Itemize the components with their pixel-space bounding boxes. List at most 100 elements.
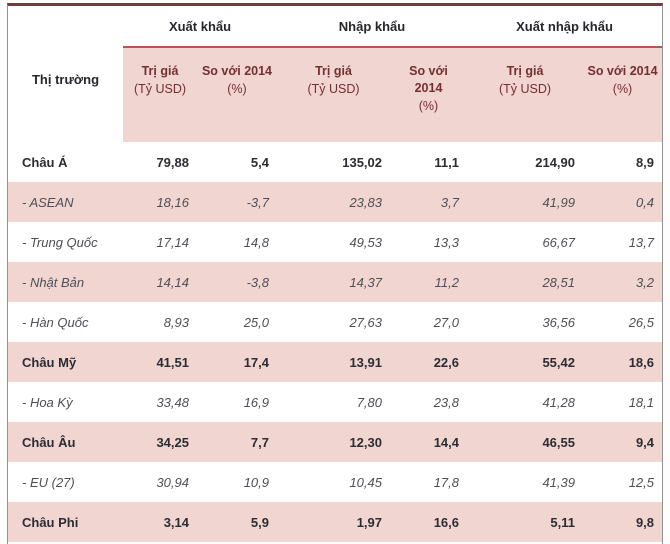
table-row: Châu Phi 3,14 5,9 1,97 16,6 5,11 9,8: [8, 502, 663, 542]
cell-value: 49,53: [277, 222, 390, 262]
row-label: Châu Đại Dương: [8, 542, 123, 544]
cell-value: 27,63: [277, 302, 390, 342]
cell-value: 3,33: [123, 542, 197, 544]
cell-value: 3,7: [390, 182, 467, 222]
cell-value: 22,6: [390, 342, 467, 382]
cell-value: 66,67: [467, 222, 583, 262]
cell-value: 3,2: [583, 262, 663, 302]
cell-value: 28,51: [467, 262, 583, 302]
table-row: - Nhật Bản 14,14 -3,8 14,37 11,2 28,51 3,2: [8, 262, 663, 302]
cell-value: 17,14: [123, 222, 197, 262]
cell-value: 10,9: [197, 462, 277, 502]
cell-value: 25,0: [197, 302, 277, 342]
cell-value: 5,11: [467, 502, 583, 542]
cell-value: 46,55: [467, 422, 583, 462]
cell-value: 12,30: [277, 422, 390, 462]
row-label: - Hoa Kỳ: [8, 382, 123, 422]
market-column-header: Thị trường: [8, 6, 123, 142]
cell-value: 14,8: [197, 222, 277, 262]
table-row: - Trung Quốc 17,14 14,8 49,53 13,3 66,67 13,7: [8, 222, 663, 262]
row-label: Châu Phi: [8, 502, 123, 542]
row-label: - Hàn Quốc: [8, 302, 123, 342]
cell-value: 0,4: [583, 182, 663, 222]
cell-value: 14,14: [123, 262, 197, 302]
row-label: Châu Âu: [8, 422, 123, 462]
cell-value: -3,8: [197, 262, 277, 302]
subheader-unit: (%): [418, 98, 439, 113]
table-row: - EU (27) 30,94 10,9 10,45 17,8 41,39 12,5: [8, 462, 663, 502]
cell-value: 55,42: [467, 342, 583, 382]
trade-statistics-table: Thị trường Xuất khẩu Nhập khẩu Xuất nhập…: [7, 3, 663, 544]
cell-value: 23,83: [277, 182, 390, 222]
cell-value: 13,91: [277, 342, 390, 382]
row-label: - EU (27): [8, 462, 123, 502]
row-label: - Nhật Bản: [8, 262, 123, 302]
subheader-export-value: Trị giá (Tỷ USD): [123, 46, 197, 142]
cell-value: 34,25: [123, 422, 197, 462]
cell-value: 9,4: [583, 422, 663, 462]
subheader-export-import-change: So với 2014 (%): [583, 46, 663, 142]
cell-value: 14,4: [390, 422, 467, 462]
cell-value: 5,9: [197, 502, 277, 542]
cell-value: 9,8: [583, 502, 663, 542]
subheader-unit: (Tỷ USD): [133, 81, 187, 96]
cell-value: 11,2: [390, 262, 467, 302]
table-row: Châu Đại Dương3,33-22,92,45-4,95,79-16,2: [8, 542, 663, 544]
subheader-import-value: Trị giá (Tỷ USD): [277, 46, 390, 142]
cell-value: 1,97: [277, 502, 390, 542]
data-table: Thị trường Xuất khẩu Nhập khẩu Xuất nhập…: [8, 6, 663, 544]
cell-value: 16,9: [197, 382, 277, 422]
subheader-label: Trị giá: [315, 64, 352, 78]
subheader-import-change: So với 2014 (%): [390, 46, 467, 142]
cell-value: 17,4: [197, 342, 277, 382]
cell-value: 18,1: [583, 382, 663, 422]
cell-value: 41,28: [467, 382, 583, 422]
subheader-export-change: So với 2014 (%): [197, 46, 277, 142]
cell-value: 41,99: [467, 182, 583, 222]
cell-value: 2,45: [277, 542, 390, 544]
cell-value: 23,8: [390, 382, 467, 422]
cell-value: 17,8: [390, 462, 467, 502]
cell-value: 135,02: [277, 142, 390, 182]
group-header-import: Nhập khẩu: [277, 6, 467, 47]
subheader-label: So với 2014: [201, 64, 273, 78]
cell-value: 18,6: [583, 342, 663, 382]
table-row: Châu Á 79,88 5,4 135,02 11,1 214,90 8,9: [8, 142, 663, 182]
cell-value: 26,5: [583, 302, 663, 342]
cell-value: 5,4: [197, 142, 277, 182]
subheader-export-import-value: Trị giá (Tỷ USD): [467, 46, 583, 142]
subheader-unit: (Tỷ USD): [498, 81, 552, 96]
column-group-header-row: Thị trường Xuất khẩu Nhập khẩu Xuất nhập…: [8, 6, 663, 142]
table-row: - Hàn Quốc 8,93 25,0 27,63 27,0 36,56 26,5: [8, 302, 663, 342]
cell-value: 11,1: [390, 142, 467, 182]
row-label: Châu Á: [8, 142, 123, 182]
cell-value: 214,90: [467, 142, 583, 182]
cell-value: -3,7: [197, 182, 277, 222]
cell-value: 13,7: [583, 222, 663, 262]
cell-value: 12,5: [583, 462, 663, 502]
table-body: Châu Á 79,88 5,4 135,02 11,1 214,90 8,9- ASEAN…: [8, 142, 663, 544]
sub-header-row: Trị giá (Tỷ USD) So với 2014 (%) Trị giá…: [8, 46, 663, 142]
cell-value: 10,45: [277, 462, 390, 502]
cell-value: 27,0: [390, 302, 467, 342]
row-label: - Trung Quốc: [8, 222, 123, 262]
cell-value: 7,7: [197, 422, 277, 462]
cell-value: 8,9: [583, 142, 663, 182]
cell-value: 5,79: [467, 542, 583, 544]
table-row: - ASEAN 18,16 -3,7 23,83 3,7 41,99 0,4: [8, 182, 663, 222]
subheader-label: So với 2014: [409, 64, 448, 95]
cell-value: 30,94: [123, 462, 197, 502]
group-header-export: Xuất khẩu: [123, 6, 277, 47]
subheader-unit: (%): [612, 81, 633, 96]
cell-value: -4,9: [390, 542, 467, 544]
subheader-unit: (%): [227, 81, 247, 96]
table-row: Châu Âu 34,25 7,7 12,30 14,4 46,55 9,4: [8, 422, 663, 462]
cell-value: 16,6: [390, 502, 467, 542]
cell-value: 79,88: [123, 142, 197, 182]
subheader-unit: (Tỷ USD): [307, 81, 360, 96]
row-label: - ASEAN: [8, 182, 123, 222]
table-row: Châu Mỹ 41,51 17,4 13,91 22,6 55,42 18,6: [8, 342, 663, 382]
cell-value: -16,2: [583, 542, 663, 544]
cell-value: 36,56: [467, 302, 583, 342]
cell-value: 33,48: [123, 382, 197, 422]
